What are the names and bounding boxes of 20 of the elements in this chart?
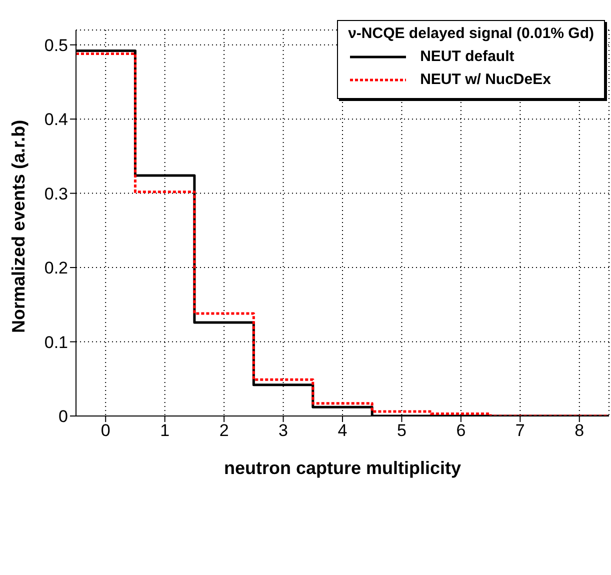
x-tick-label: 6	[456, 421, 466, 440]
x-tick-label: 1	[160, 421, 170, 440]
y-axis-title: Normalized events (a.r.b)	[8, 120, 28, 333]
x-tick-label: 2	[219, 421, 229, 440]
x-tick-label: 8	[574, 421, 584, 440]
y-tick-label: 0.4	[44, 110, 68, 130]
x-tick-label: 0	[100, 421, 110, 440]
x-tick-label: 3	[278, 421, 288, 440]
x-tick-label: 7	[515, 421, 525, 440]
y-tick-label: 0.3	[44, 184, 68, 204]
y-tick-label: 0	[58, 407, 68, 426]
legend-label: NEUT w/ NucDeEx	[420, 71, 551, 88]
x-axis-title: neutron capture multiplicity	[224, 458, 462, 478]
y-tick-label: 0.2	[44, 258, 68, 278]
legend-title: ν-NCQE delayed signal (0.01% Gd)	[348, 25, 594, 42]
x-tick-label: 4	[338, 421, 348, 440]
y-tick-label: 0.1	[44, 332, 68, 352]
x-tick-label: 5	[396, 421, 406, 440]
legend-label: NEUT default	[420, 48, 514, 65]
y-tick-label: 0.5	[44, 36, 68, 55]
